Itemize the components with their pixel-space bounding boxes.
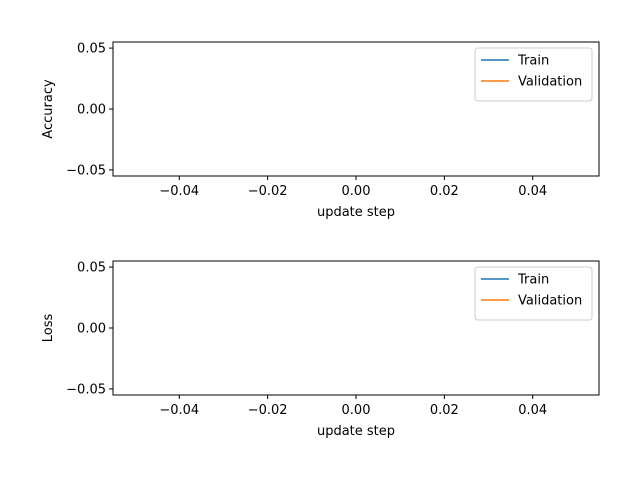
subplot-1: −0.05 0.00 0.05 −0.04 −0.02 0.00 0.02 0.04 updat… [41,41,600,220]
x-tick-label: 0.04 [518,184,547,199]
legend: Train Validation [474,266,593,321]
x-axis-label: update step [317,424,395,439]
legend: Train Validation [474,47,593,102]
subplots: −0.05 0.00 0.05 −0.04 −0.02 0.00 0.02 0.04 updat… [41,41,600,439]
x-tick-label: 0.04 [518,403,547,418]
y-tick-label: 0.00 [77,103,106,118]
legend-label-1: Train [517,54,549,69]
x-axis-label: update step [317,205,395,220]
x-tick-label: 0.02 [430,403,459,418]
y-tick-label: −0.05 [66,382,106,397]
y-axis-label: Loss [41,314,56,343]
axes-frame [112,41,600,177]
x-tick-label: −0.04 [159,184,199,199]
y-tick-label: 0.05 [77,261,106,276]
y-axis-label: Accuracy [41,79,56,139]
legend-label-2: Validation [518,294,582,309]
y-tick-label: 0.00 [77,322,106,337]
x-tick-label: −0.02 [248,403,288,418]
axes-frame [112,260,600,396]
x-tick-label: 0.02 [430,184,459,199]
y-tick-label: 0.05 [77,42,106,57]
legend-label-1: Train [517,273,549,288]
legend-box [474,266,593,321]
x-tick-label: 0.00 [342,403,371,418]
legend-box [474,47,593,102]
x-tick-label: −0.02 [248,184,288,199]
subplot-2: −0.05 0.00 0.05 −0.04 −0.02 0.00 0.02 0.04 updat… [41,260,600,439]
x-tick-label: 0.00 [342,184,371,199]
y-tick-label: −0.05 [66,163,106,178]
x-tick-label: −0.04 [159,403,199,418]
legend-label-2: Validation [518,75,582,90]
